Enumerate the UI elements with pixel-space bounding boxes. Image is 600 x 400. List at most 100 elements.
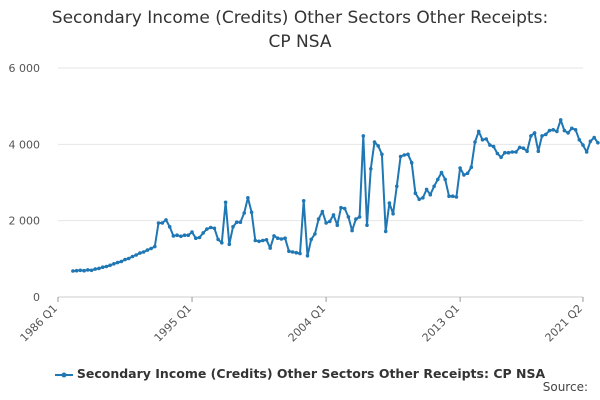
data-point <box>413 191 418 195</box>
data-point <box>279 237 284 241</box>
data-point <box>376 144 381 148</box>
data-point <box>208 225 213 230</box>
data-point <box>82 268 86 273</box>
data-point <box>566 131 570 135</box>
data-point <box>115 260 120 265</box>
data-point <box>409 160 414 165</box>
data-point <box>130 254 135 259</box>
data-point <box>313 232 317 236</box>
data-point <box>97 266 101 271</box>
data-point <box>465 171 470 176</box>
data-point <box>171 234 176 238</box>
data-point <box>71 269 75 273</box>
data-point <box>123 257 127 262</box>
data-point <box>112 262 116 266</box>
data-point <box>104 264 109 269</box>
data-point <box>417 197 422 202</box>
data-point <box>197 235 202 240</box>
data-point <box>108 263 112 268</box>
data-point <box>179 234 183 239</box>
data-point <box>562 128 567 133</box>
data-point <box>592 135 596 140</box>
data-point <box>175 233 179 237</box>
data-point <box>78 268 83 273</box>
data-point <box>439 170 444 175</box>
data-point <box>503 150 507 155</box>
chart-title: Secondary Income (Credits) Other Sectors… <box>0 6 600 54</box>
data-point <box>238 220 243 224</box>
source-label: Source: <box>542 380 588 394</box>
data-point <box>577 138 582 142</box>
data-point <box>153 244 157 249</box>
data-point <box>160 221 165 225</box>
data-point <box>182 233 187 237</box>
data-point <box>86 268 90 272</box>
data-point <box>558 118 563 122</box>
data-point <box>164 218 168 222</box>
y-tick-label: 0 <box>33 291 40 304</box>
data-point <box>551 128 555 132</box>
legend[interactable]: Secondary Income (Credits) Other Sectors… <box>0 366 600 381</box>
data-point <box>391 212 395 216</box>
data-point <box>406 152 410 157</box>
data-point <box>532 131 537 135</box>
data-point <box>216 237 220 242</box>
data-point <box>220 241 224 245</box>
data-point <box>525 149 529 153</box>
data-point <box>335 223 340 227</box>
data-point <box>231 225 235 229</box>
data-point <box>436 177 440 182</box>
data-point <box>476 129 481 134</box>
data-point <box>354 217 358 221</box>
data-point <box>484 137 489 141</box>
x-tick-label: 2013 Q1 <box>420 302 463 345</box>
data-point <box>100 265 105 270</box>
series-line <box>72 118 599 272</box>
data-point <box>156 221 161 225</box>
data-point <box>234 220 239 224</box>
data-point <box>491 144 496 149</box>
data-point <box>421 196 425 200</box>
data-point <box>149 246 153 251</box>
chart-title-line-1: Secondary Income (Credits) Other Sectors… <box>51 8 549 28</box>
x-tick-label: 1995 Q1 <box>152 302 195 345</box>
data-point <box>275 236 280 240</box>
data-point <box>454 195 459 199</box>
data-point <box>350 228 354 233</box>
data-point <box>264 238 269 242</box>
data-point <box>432 184 436 189</box>
data-point <box>223 200 228 205</box>
data-point <box>573 128 578 132</box>
data-point <box>242 211 246 215</box>
data-point <box>570 126 574 131</box>
data-point <box>309 237 314 242</box>
x-axis: 1986 Q1 1995 Q1 2004 Q1 2013 Q1 2021 Q2 <box>18 297 586 345</box>
data-point <box>361 134 366 138</box>
data-point <box>246 196 250 200</box>
x-tick-label: 1986 Q1 <box>18 302 61 345</box>
x-tick-label: 2004 Q1 <box>286 302 329 345</box>
data-point <box>547 128 552 133</box>
data-point <box>119 259 124 264</box>
data-point <box>369 167 373 171</box>
data-point <box>167 225 172 229</box>
data-point <box>517 145 522 150</box>
data-point <box>272 234 276 238</box>
data-point <box>205 227 209 231</box>
data-point <box>257 239 261 244</box>
data-point <box>261 238 265 243</box>
data-point <box>298 251 302 256</box>
data-point <box>290 250 295 254</box>
data-point <box>544 132 548 137</box>
data-point <box>283 236 287 240</box>
y-tick-label: 2 000 <box>9 215 41 228</box>
data-point <box>227 242 232 247</box>
data-point <box>324 221 328 225</box>
data-point <box>372 140 377 144</box>
x-tick-label: 2021 Q2 <box>543 302 586 345</box>
data-point <box>126 256 131 261</box>
data-point <box>458 166 462 170</box>
data-point <box>186 233 191 237</box>
data-point <box>540 134 544 138</box>
